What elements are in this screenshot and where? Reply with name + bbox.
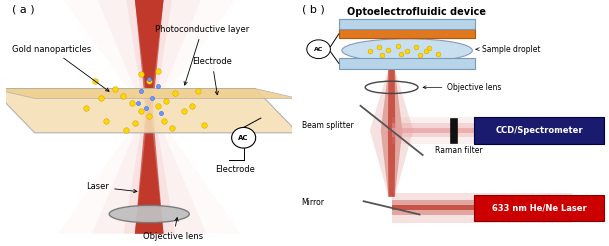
Polygon shape — [124, 111, 175, 234]
Text: Photoconductive layer: Photoconductive layer — [155, 25, 249, 85]
Polygon shape — [370, 130, 414, 197]
Text: ( a ): ( a ) — [12, 5, 35, 15]
Circle shape — [231, 127, 256, 148]
FancyBboxPatch shape — [474, 195, 604, 221]
Text: ( b ): ( b ) — [301, 5, 324, 15]
Polygon shape — [92, 111, 206, 234]
Text: Mirror: Mirror — [301, 199, 325, 207]
Text: 633 nm He/Ne Laser: 633 nm He/Ne Laser — [491, 203, 586, 212]
FancyBboxPatch shape — [339, 29, 476, 38]
Text: Raman filter: Raman filter — [435, 146, 483, 154]
Polygon shape — [370, 69, 414, 130]
Polygon shape — [144, 0, 155, 111]
Text: Objective lens: Objective lens — [423, 83, 502, 92]
Circle shape — [307, 40, 331, 59]
Text: CCD/Spectrometer: CCD/Spectrometer — [495, 126, 583, 135]
FancyBboxPatch shape — [339, 58, 476, 69]
Text: AC: AC — [238, 135, 249, 141]
Polygon shape — [97, 0, 201, 111]
Polygon shape — [63, 0, 235, 111]
Polygon shape — [388, 69, 395, 130]
Polygon shape — [135, 0, 164, 111]
Polygon shape — [392, 128, 572, 133]
Polygon shape — [135, 111, 164, 234]
Polygon shape — [144, 111, 155, 234]
Polygon shape — [58, 111, 241, 234]
Polygon shape — [135, 0, 164, 111]
Polygon shape — [392, 117, 572, 144]
Polygon shape — [0, 89, 298, 98]
Polygon shape — [381, 130, 403, 197]
Polygon shape — [126, 0, 172, 111]
Text: Beam splitter: Beam splitter — [301, 121, 353, 130]
Ellipse shape — [342, 39, 473, 62]
Text: AC: AC — [314, 47, 323, 52]
Polygon shape — [388, 130, 395, 197]
Polygon shape — [392, 123, 572, 137]
Polygon shape — [392, 200, 572, 215]
Text: Sample droplet: Sample droplet — [476, 45, 540, 54]
Text: Gold nanoparticles: Gold nanoparticles — [12, 45, 109, 91]
FancyBboxPatch shape — [339, 19, 476, 29]
FancyBboxPatch shape — [450, 118, 457, 143]
Polygon shape — [381, 69, 403, 130]
FancyBboxPatch shape — [474, 117, 604, 144]
Text: Electrode: Electrode — [192, 57, 232, 95]
Text: Optoelectrofluidic device: Optoelectrofluidic device — [347, 7, 486, 17]
Polygon shape — [392, 205, 572, 210]
Polygon shape — [0, 89, 298, 133]
Text: Laser: Laser — [86, 183, 137, 193]
Text: Objective lens: Objective lens — [144, 218, 203, 241]
Ellipse shape — [109, 205, 189, 223]
Text: Electrode: Electrode — [215, 165, 255, 174]
Polygon shape — [135, 111, 164, 234]
Polygon shape — [392, 193, 572, 223]
